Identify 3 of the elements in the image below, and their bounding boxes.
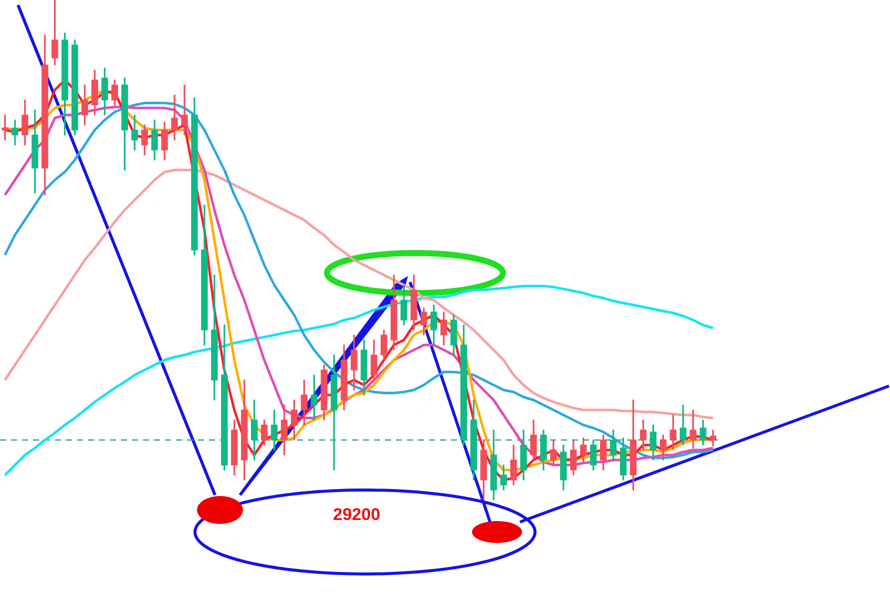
candlestick xyxy=(2,114,8,140)
candlestick xyxy=(181,84,188,136)
text: 29200 xyxy=(333,505,380,525)
